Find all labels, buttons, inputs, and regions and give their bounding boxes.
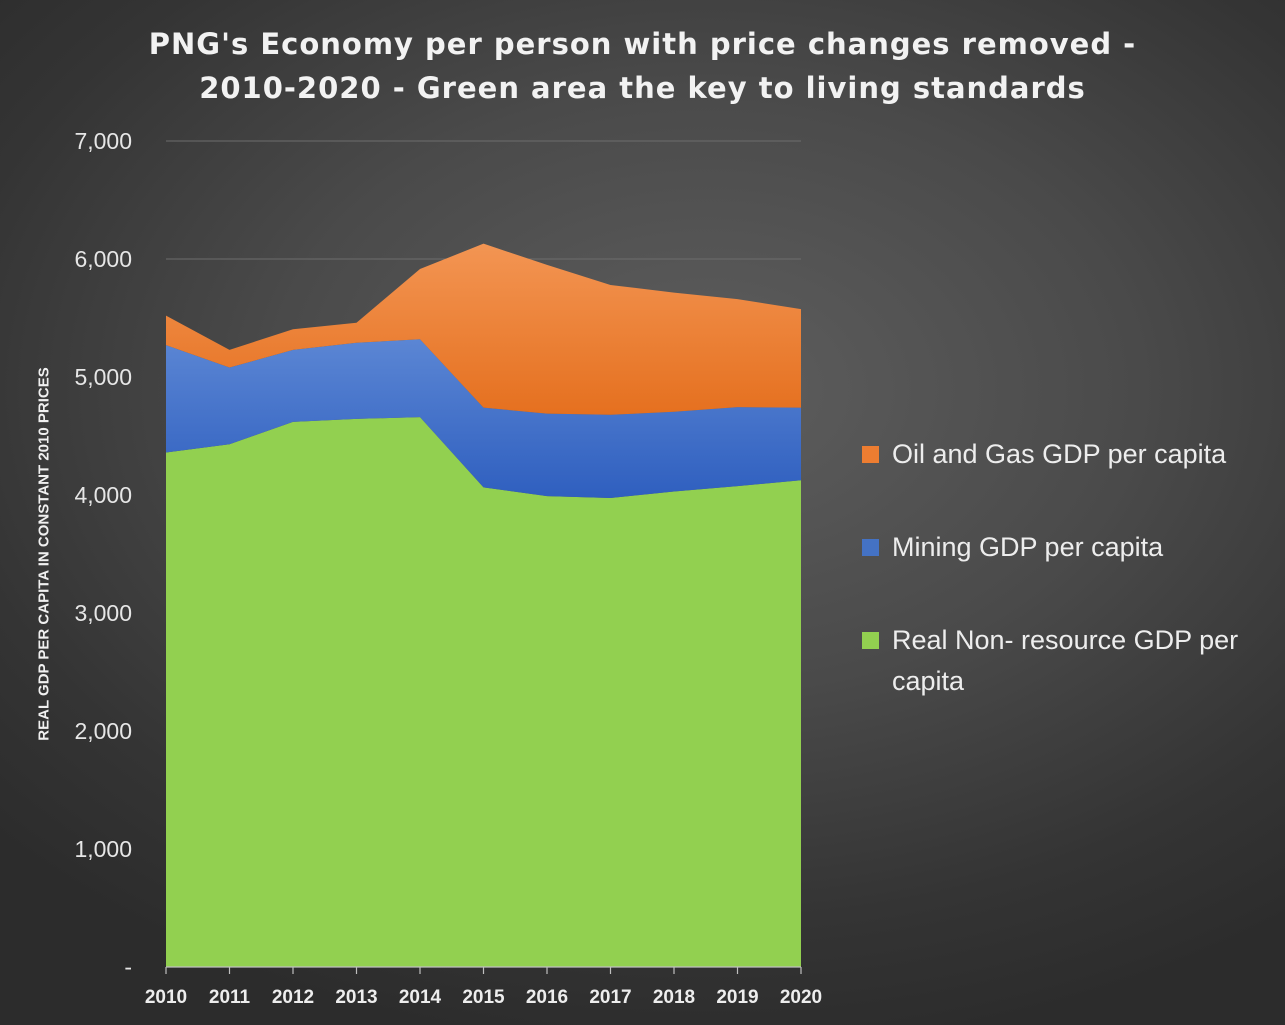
area-mining xyxy=(166,339,801,498)
y-tick-label-5000: 5,000 xyxy=(74,364,132,390)
x-tick-label-2016: 2016 xyxy=(526,987,568,1008)
area-oil-gas xyxy=(166,243,801,415)
legend-item-oil-gas: Oil and Gas GDP per capita xyxy=(862,434,1262,475)
legend-swatch-oil-gas xyxy=(862,446,879,463)
y-tick-label-6000: 6,000 xyxy=(74,246,132,272)
x-tick-label-2015: 2015 xyxy=(462,987,505,1008)
y-tick-label-2000: 2,000 xyxy=(74,718,132,744)
x-tick-label-2012: 2012 xyxy=(272,987,314,1008)
chart-title-line-1: PNG's Economy per person with price chan… xyxy=(148,27,1137,61)
y-tick-label-0: - xyxy=(124,954,132,980)
chart-title-line-2: 2010-2020 - Green area the key to living… xyxy=(199,71,1086,105)
x-tick-label-2011: 2011 xyxy=(209,987,251,1008)
y-tick-label-4000: 4,000 xyxy=(74,482,132,508)
x-tick-label-2019: 2019 xyxy=(716,987,758,1008)
legend-item-mining: Mining GDP per capita xyxy=(862,527,1262,568)
axes xyxy=(165,966,802,974)
legend-label-non-resource: Real Non- resource GDP per capita xyxy=(892,625,1239,696)
legend-swatch-non-resource xyxy=(862,632,879,649)
area-series xyxy=(166,243,801,967)
x-tick-label-2010: 2010 xyxy=(145,987,187,1008)
x-tick-label-2017: 2017 xyxy=(589,987,631,1008)
y-tick-label-1000: 1,000 xyxy=(74,836,132,862)
legend-item-non-resource: Real Non- resource GDP per capita xyxy=(862,620,1262,702)
legend-swatch-mining xyxy=(862,539,879,556)
legend: Oil and Gas GDP per capita Mining GDP pe… xyxy=(862,434,1262,702)
legend-label-oil-gas: Oil and Gas GDP per capita xyxy=(892,439,1227,469)
x-tick-label-2013: 2013 xyxy=(335,987,377,1008)
area-non-resource xyxy=(166,417,801,967)
legend-label-mining: Mining GDP per capita xyxy=(892,532,1164,562)
y-tick-label-3000: 3,000 xyxy=(74,600,132,626)
x-tick-label-2014: 2014 xyxy=(399,987,442,1008)
y-tick-label-7000: 7,000 xyxy=(74,128,132,154)
y-tick-labels: - 1,000 2,000 3,000 4,000 5,000 6,000 7,000 xyxy=(74,128,132,980)
x-tick-label-2018: 2018 xyxy=(653,987,695,1008)
x-tick-label-2020: 2020 xyxy=(780,987,822,1008)
x-tick-labels: 2010 2011 2012 2013 2014 2015 2016 2017 2018 2019… xyxy=(145,987,822,1008)
